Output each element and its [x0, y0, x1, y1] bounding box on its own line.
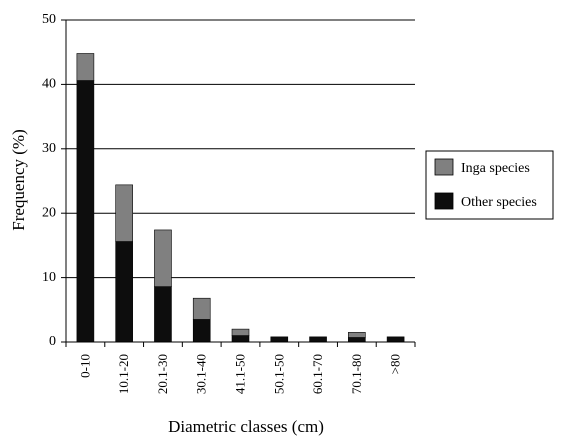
bar-other-6 — [309, 336, 327, 343]
y-tick-label-0: 0 — [49, 334, 56, 349]
y-tick-label-10: 10 — [42, 270, 56, 285]
x-category-label-4: 41.1-50 — [233, 354, 248, 394]
x-axis-title: Diametric classes (cm) — [168, 417, 324, 436]
legend: Inga species Other species — [425, 150, 554, 220]
y-axis-title: Frequency (%) — [9, 129, 28, 231]
x-category-label-2: 20.1-30 — [155, 354, 170, 394]
y-tick-label-40: 40 — [42, 77, 56, 92]
bar-other-2 — [154, 286, 172, 343]
legend-label-inga-species: Inga species — [461, 161, 530, 176]
x-category-label-3: 30.1-40 — [194, 354, 209, 394]
x-category-label-6: 60.1-70 — [310, 354, 325, 394]
bar-other-0 — [76, 80, 95, 343]
x-category-label-0: 0-10 — [77, 354, 92, 378]
legend-label-other-species: Other species — [461, 195, 537, 210]
bar-inga-1 — [115, 184, 133, 242]
x-category-label-7: 70.1-80 — [349, 354, 364, 394]
bar-inga-2 — [154, 229, 172, 287]
bar-inga-3 — [192, 297, 211, 320]
bar-other-3 — [192, 319, 211, 343]
legend-swatch-other-species — [434, 192, 454, 210]
bar-other-7 — [348, 337, 366, 343]
x-category-label-1: 10.1-20 — [116, 354, 131, 394]
y-tick-labels: 0 10 20 30 40 50 — [42, 12, 56, 349]
bar-inga-4 — [231, 328, 250, 336]
bars — [76, 53, 405, 343]
bar-inga-7 — [348, 332, 366, 338]
y-tick-label-50: 50 — [42, 12, 56, 27]
bar-other-8 — [386, 336, 405, 343]
axes — [61, 19, 416, 347]
bar-other-4 — [231, 335, 250, 343]
x-category-label-8: >80 — [388, 354, 403, 374]
x-category-label-5: 50.1-50 — [271, 354, 286, 394]
bar-inga-0 — [76, 53, 95, 81]
y-tick-label-30: 30 — [42, 141, 56, 156]
x-category-labels: 0-10 10.1-20 20.1-30 30.1-40 41.1-50 50.1-50 6… — [77, 354, 402, 394]
y-tick-label-20: 20 — [42, 205, 56, 220]
bar-other-1 — [115, 241, 133, 343]
legend-swatch-inga-species — [434, 158, 454, 176]
bar-other-5 — [270, 336, 289, 343]
